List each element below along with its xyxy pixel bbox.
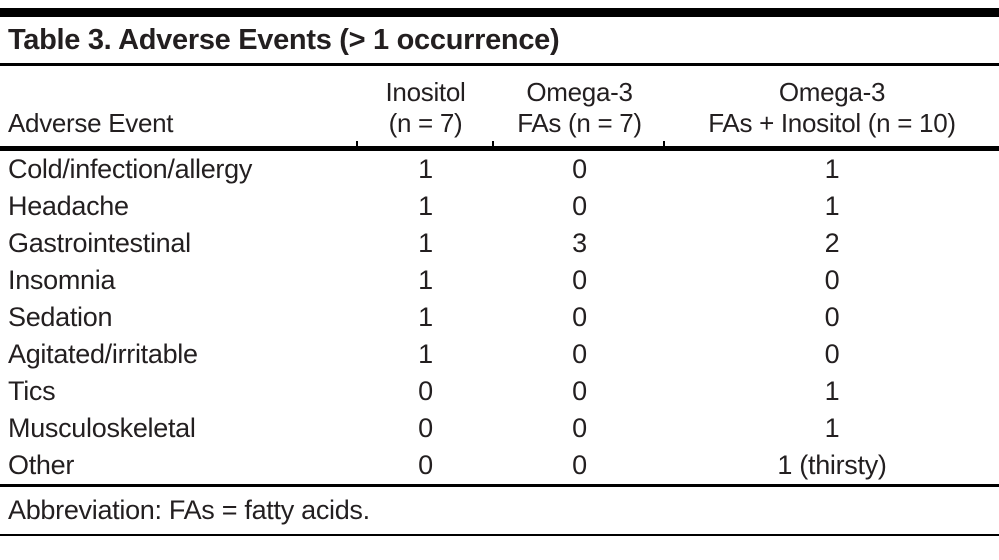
omega3-value: 0 — [572, 376, 587, 406]
omega3-inositol-value: 0 — [824, 265, 840, 295]
table-header: Adverse Event Inositol (n = 7) Omega-3 F… — [0, 66, 999, 146]
inositol-value: 0 — [418, 376, 433, 406]
table-row: Gastrointestinal 1 3 2 — [0, 225, 999, 262]
omega3-inositol-value: 1 — [824, 413, 840, 443]
adverse-event-name: Musculoskeletal — [8, 413, 196, 443]
inositol-value: 1 — [418, 339, 433, 369]
inositol-value: 1 — [418, 191, 433, 221]
column-header-label-line2: FAs (n = 7) — [517, 108, 642, 138]
table-row: Cold/infection/allergy 1 0 1 — [0, 151, 999, 188]
omega3-value: 0 — [572, 450, 587, 480]
title-rule — [0, 63, 999, 66]
omega3-value: 0 — [572, 413, 587, 443]
omega3-inositol-value: 2 — [824, 228, 840, 258]
inositol-value: 1 — [418, 302, 433, 332]
adverse-event-name: Other — [8, 450, 75, 480]
table-row: Sedation 1 0 0 — [0, 299, 999, 336]
column-header-label-line1: Omega-3 — [778, 77, 886, 107]
inositol-value: 1 — [418, 228, 433, 258]
column-divider-tick — [356, 141, 358, 147]
adverse-event-name: Cold/infection/allergy — [8, 154, 253, 184]
inositol-value: 1 — [418, 265, 433, 295]
adverse-event-name: Tics — [8, 376, 56, 406]
body-bottom-rule — [0, 484, 999, 487]
column-header-adverse-event: Adverse Event — [0, 108, 357, 139]
omega3-value: 3 — [572, 228, 587, 258]
table-footnote: Abbreviation: FAs = fatty acids. — [8, 495, 370, 525]
adverse-event-name: Insomnia — [8, 265, 116, 295]
omega3-value: 0 — [572, 339, 587, 369]
adverse-event-name: Agitated/irritable — [8, 339, 198, 369]
table-row: Tics 0 0 1 — [0, 373, 999, 410]
inositol-value: 0 — [418, 450, 433, 480]
inositol-value: 1 — [418, 154, 433, 184]
table-row: Agitated/irritable 1 0 0 — [0, 336, 999, 373]
omega3-inositol-value: 1 (thirsty) — [777, 450, 887, 480]
column-divider-tick — [492, 141, 494, 147]
table-row: Musculoskeletal 0 0 1 — [0, 410, 999, 447]
column-header-inositol: Inositol (n = 7) — [357, 77, 494, 139]
omega3-inositol-value: 0 — [824, 339, 840, 369]
omega3-value: 0 — [572, 265, 587, 295]
column-header-label-line2: (n = 7) — [388, 108, 463, 138]
column-header-label-line1: Inositol — [385, 77, 466, 107]
adverse-event-name: Sedation — [8, 302, 113, 332]
column-header-label: Adverse Event — [8, 108, 174, 138]
omega3-inositol-value: 1 — [824, 376, 840, 406]
omega3-inositol-value: 1 — [824, 191, 840, 221]
header-rule — [0, 141, 999, 151]
omega3-value: 0 — [572, 302, 587, 332]
column-header-label-line1: Omega-3 — [526, 77, 633, 107]
column-header-omega3-inositol: Omega-3 FAs + Inositol (n = 10) — [665, 77, 999, 139]
column-header-omega3: Omega-3 FAs (n = 7) — [494, 77, 665, 139]
table-row: Insomnia 1 0 0 — [0, 262, 999, 299]
omega3-inositol-value: 0 — [824, 302, 840, 332]
inositol-value: 0 — [418, 413, 433, 443]
adverse-event-name: Headache — [8, 191, 129, 221]
omega3-value: 0 — [572, 191, 587, 221]
table-row: Other 0 0 1 (thirsty) — [0, 447, 999, 484]
table-title: Table 3. Adverse Events (> 1 occurrence) — [8, 23, 560, 56]
omega3-inositol-value: 1 — [824, 154, 840, 184]
table-bottom-rule — [0, 534, 999, 536]
adverse-event-name: Gastrointestinal — [8, 228, 191, 258]
column-header-label-line2: FAs + Inositol (n = 10) — [708, 108, 956, 138]
table-row: Headache 1 0 1 — [0, 188, 999, 225]
table-body: Cold/infection/allergy 1 0 1 Headache 1 … — [0, 151, 999, 484]
omega3-value: 0 — [572, 154, 587, 184]
column-divider-tick — [663, 141, 665, 147]
table-top-bar — [0, 8, 999, 17]
